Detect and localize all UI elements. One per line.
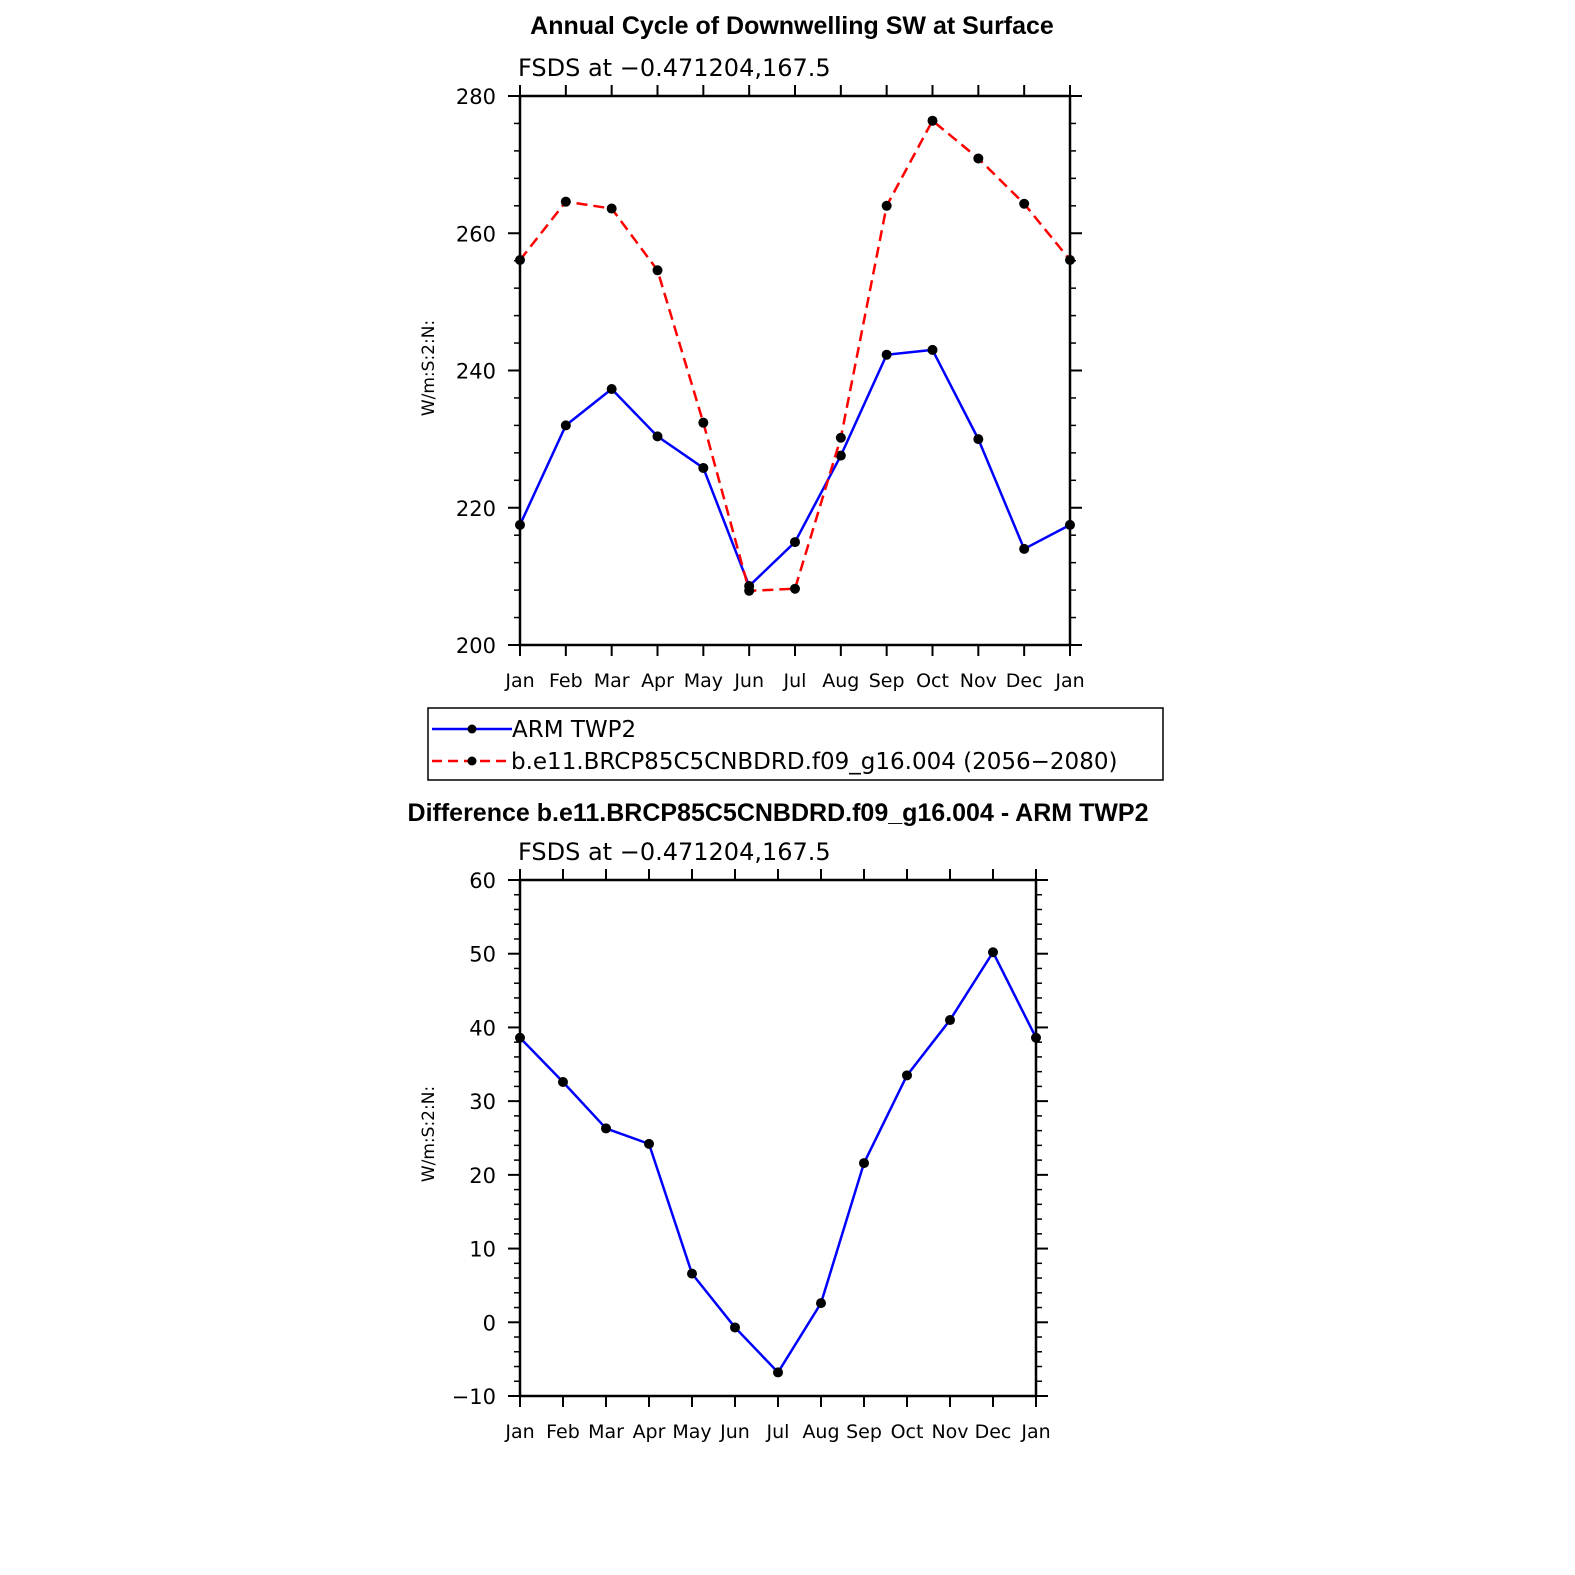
chart1-series-1-point xyxy=(744,585,755,596)
legend-marker-obs xyxy=(467,724,477,734)
chart2-ytick-label: 20 xyxy=(469,1164,496,1188)
chart2-xtick-label: Sep xyxy=(846,1421,882,1443)
chart1-ytick-label: 260 xyxy=(456,222,496,246)
chart2-xtick-label: Feb xyxy=(546,1421,580,1443)
chart2-ytick-label: 10 xyxy=(469,1238,496,1262)
chart1-xtick-label: Mar xyxy=(594,670,630,692)
chart1-series-0-point xyxy=(515,519,525,530)
chart1-series-0-point xyxy=(1019,543,1030,554)
chart2-xtick-label: Aug xyxy=(802,1421,839,1443)
chart2-plot: Jan Feb Mar Apr May Jun Jul Aug Sep Oct Nov Dec Jan−… xyxy=(452,869,1051,1443)
chart2-series-0-point xyxy=(1031,1032,1041,1043)
chart1-series-0-point xyxy=(927,344,938,355)
chart2-series-0-point xyxy=(816,1298,826,1309)
chart2-subtitle: FSDS at −0.471204,167.5 xyxy=(518,838,831,866)
chart1-xtick-label: Jun xyxy=(733,670,764,692)
chart2-xtick-label: Apr xyxy=(633,1421,666,1443)
chart1-series-1-line xyxy=(519,119,1071,593)
chart1-series-1-point xyxy=(927,115,938,126)
chart1-ytick-label: 220 xyxy=(456,497,496,521)
chart1-series-1-point xyxy=(835,432,846,443)
chart1-xtick-label: Dec xyxy=(1006,670,1043,692)
chart1-series-1-point xyxy=(1065,255,1075,266)
chart2-title: Difference b.e11.BRCP85C5CNBDRD.f09_g16.… xyxy=(408,799,1149,827)
chart1-ytick-label: 200 xyxy=(456,634,496,658)
chart1-xtick-label: Jan xyxy=(504,670,534,692)
chart1-series-0-point xyxy=(835,450,846,461)
chart1-plot: Jan Feb Mar Apr May Jun Jul Aug Sep Oct Nov Dec Jan 2… xyxy=(456,85,1085,692)
chart1-series-0-line xyxy=(518,348,1071,588)
chart1-series-0-point xyxy=(652,431,663,442)
legend-label-obs: ARM TWP2 xyxy=(512,717,636,743)
chart1-xtick-label: Aug xyxy=(822,670,859,692)
chart1-series-1-point xyxy=(606,203,617,214)
chart1-series-1-point xyxy=(1019,198,1030,209)
chart2-series-0-line xyxy=(519,950,1038,1374)
chart1-ylabel: W/m:S:2:N: xyxy=(419,320,439,416)
chart2-ytick-label: 30 xyxy=(469,1090,496,1114)
chart1-series-1-point xyxy=(881,200,892,211)
chart2-xtick-label: Jan xyxy=(1020,1421,1050,1443)
chart1-series-1-point xyxy=(560,196,571,207)
chart2-series-0-point xyxy=(945,1015,955,1026)
chart2-series-0-point xyxy=(515,1032,525,1043)
chart1-xtick-label: Oct xyxy=(916,670,949,692)
chart1-series-1-point xyxy=(790,583,800,594)
chart1-series-1-point xyxy=(698,417,709,428)
chart2-series-0-point xyxy=(687,1268,697,1279)
chart1-series-0-point xyxy=(881,349,892,360)
chart1-xtick-label: Apr xyxy=(641,670,674,692)
chart1-series-0-point xyxy=(973,434,984,445)
chart1-series-1-point xyxy=(973,153,984,164)
chart2-series-0-point xyxy=(859,1158,869,1169)
chart2-series-0-point xyxy=(644,1138,654,1149)
chart1-series-0-point xyxy=(790,537,800,548)
chart2-series-0-point xyxy=(988,947,998,958)
chart2-ytick-label: 60 xyxy=(469,869,496,893)
legend-box xyxy=(427,707,1164,781)
legend-marker-model xyxy=(467,756,477,766)
chart2-xtick-label: Jun xyxy=(719,1421,750,1443)
chart2-series-0-point xyxy=(773,1367,783,1378)
chart2-xtick-label: Jan xyxy=(504,1421,534,1443)
chart1-series-0-point xyxy=(606,384,617,395)
legend: ARM TWP2 b.e11.BRCP85C5CNBDRD.f09_g16.00… xyxy=(427,707,1164,781)
chart1-subtitle: FSDS at −0.471204,167.5 xyxy=(518,54,831,82)
chart2-xtick-label: Jul xyxy=(766,1421,790,1443)
chart2-series-0-point xyxy=(558,1076,568,1087)
chart2-ytick-label: 0 xyxy=(483,1311,496,1335)
chart1-xtick-label: Jan xyxy=(1054,670,1084,692)
chart1-series-0-point xyxy=(1065,519,1075,530)
chart1-xtick-label: Nov xyxy=(960,670,997,692)
legend-label-model: b.e11.BRCP85C5CNBDRD.f09_g16.004 (2056−2… xyxy=(511,749,1117,775)
chart1-xtick-label: Jul xyxy=(783,670,807,692)
chart2-xtick-label: Oct xyxy=(891,1421,924,1443)
chart2-series-0-point xyxy=(902,1070,912,1081)
chart1-xtick-label: Sep xyxy=(869,670,905,692)
chart1-series-1-point xyxy=(515,255,525,266)
chart1-title: Annual Cycle of Downwelling SW at Surfac… xyxy=(530,12,1054,40)
chart2-ytick-label: 40 xyxy=(469,1016,496,1040)
chart2-series-0-point xyxy=(730,1322,740,1333)
chart1-ytick-label: 240 xyxy=(456,360,496,384)
chart2-ytick-label: 50 xyxy=(469,943,496,967)
chart1-frame xyxy=(518,94,1072,647)
chart2-ytick-label: −10 xyxy=(452,1385,496,1409)
chart2-xtick-label: Mar xyxy=(588,1421,624,1443)
chart2-frame xyxy=(518,878,1038,1398)
chart2-series-0-point xyxy=(601,1123,611,1134)
chart2-ylabel: W/m:S:2:N: xyxy=(419,1086,439,1182)
chart1-series-0-point xyxy=(698,462,709,473)
chart1-series-1-point xyxy=(652,265,663,276)
chart1-ytick-label: 280 xyxy=(456,85,496,109)
chart2-xtick-label: May xyxy=(672,1421,711,1443)
chart2-xtick-label: Nov xyxy=(931,1421,968,1443)
chart1-series-0-point xyxy=(560,420,571,431)
chart1-xtick-label: May xyxy=(684,670,723,692)
chart1-xtick-label: Feb xyxy=(549,670,583,692)
chart2-xtick-label: Dec xyxy=(975,1421,1012,1443)
